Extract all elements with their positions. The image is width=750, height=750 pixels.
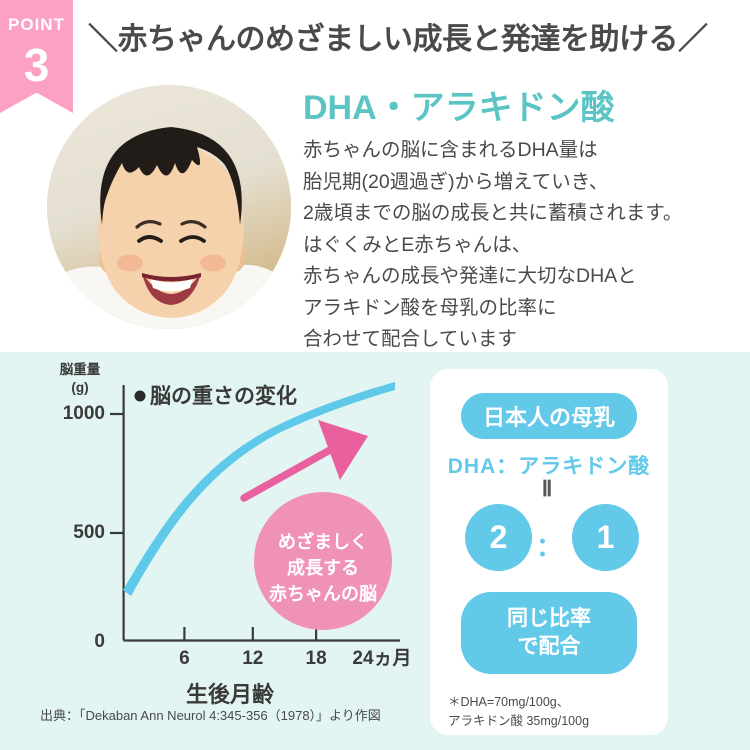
svg-text:脳の重さの変化: 脳の重さの変化 — [150, 384, 297, 408]
svg-text:生後月齢: 生後月齢 — [186, 682, 275, 707]
svg-text:500: 500 — [73, 522, 105, 543]
svg-text:6: 6 — [179, 648, 190, 669]
svg-text:24ヵ月: 24ヵ月 — [352, 648, 411, 669]
svg-text:(g): (g) — [71, 380, 88, 395]
svg-text:成長する: 成長する — [287, 557, 359, 578]
svg-text:0: 0 — [94, 631, 105, 652]
svg-text:12: 12 — [242, 648, 263, 669]
svg-text:1000: 1000 — [63, 403, 105, 424]
svg-text:18: 18 — [306, 648, 327, 669]
svg-text:赤ちゃんの脳: 赤ちゃんの脳 — [269, 584, 377, 604]
svg-text:脳重量: 脳重量 — [60, 361, 101, 377]
svg-text:めざましく: めざましく — [278, 531, 368, 552]
